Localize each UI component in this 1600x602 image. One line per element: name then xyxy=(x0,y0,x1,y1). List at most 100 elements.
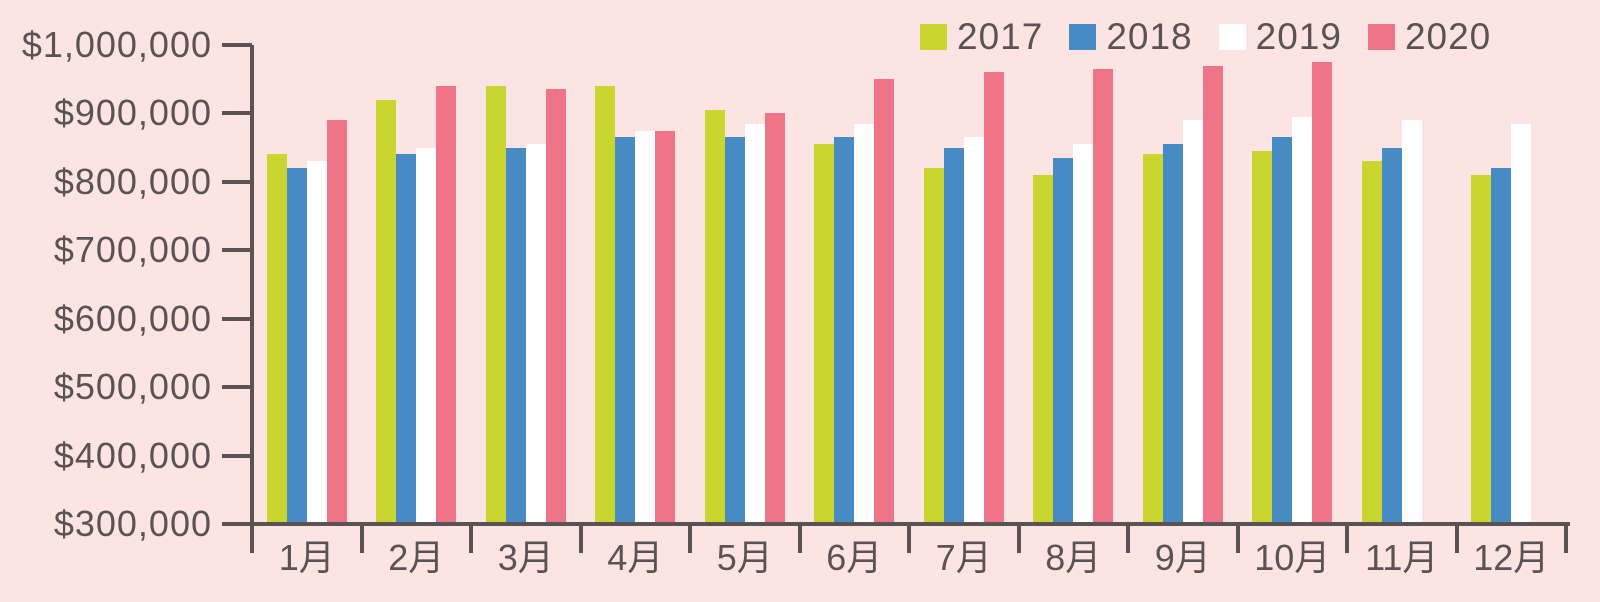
bar-2018-m6 xyxy=(834,137,855,522)
bar-2020-m10 xyxy=(1312,62,1333,522)
bar-2019-m3 xyxy=(525,144,546,522)
bar-2017-m1 xyxy=(266,154,287,522)
bar-2018-m4 xyxy=(615,137,636,522)
legend-label: 2020 xyxy=(1404,16,1492,57)
bar-2018-m1 xyxy=(286,168,307,522)
bar-2020-m9 xyxy=(1202,65,1223,522)
legend-item-2018: 2018 xyxy=(1069,18,1192,56)
x-category-label: 4月 xyxy=(607,537,664,578)
bar-2020-m8 xyxy=(1093,68,1114,522)
bar-2018-m11 xyxy=(1381,147,1402,522)
bar-2020-m6 xyxy=(874,79,895,522)
bar-2017-m12 xyxy=(1471,175,1492,522)
y-tick xyxy=(222,179,252,184)
legend-label: 2017 xyxy=(957,16,1044,57)
x-tick xyxy=(907,524,911,553)
bar-2017-m4 xyxy=(595,86,616,522)
x-tick xyxy=(797,524,802,553)
legend-swatch-icon xyxy=(1069,24,1097,50)
bar-2019-m8 xyxy=(1073,144,1094,522)
bar-2020-m5 xyxy=(764,113,785,522)
legend-swatch-icon xyxy=(920,24,947,50)
bar-2019-m12 xyxy=(1511,123,1532,522)
y-tick-label: $1,000,000 xyxy=(21,24,212,65)
x-category-label: 11月 xyxy=(1365,537,1439,578)
x-tick xyxy=(578,524,583,553)
x-tick xyxy=(688,524,692,553)
x-tick xyxy=(1016,524,1021,553)
x-category-label: 10月 xyxy=(1254,537,1331,578)
y-tick-label: $500,000 xyxy=(53,366,212,408)
bar-2018-m7 xyxy=(943,147,964,522)
y-tick xyxy=(222,385,252,390)
bar-2020-m2 xyxy=(436,86,457,522)
bar-2019-m5 xyxy=(744,123,765,522)
x-category-label: 1月 xyxy=(278,537,335,578)
y-tick xyxy=(222,111,252,116)
bar-2017-m9 xyxy=(1142,154,1163,522)
x-tick xyxy=(359,524,364,553)
x-tick xyxy=(1345,524,1349,553)
legend-swatch-icon xyxy=(1218,24,1246,50)
bar-2019-m6 xyxy=(854,123,875,522)
bar-2019-m2 xyxy=(416,147,437,522)
bar-2019-m11 xyxy=(1401,120,1422,522)
y-tick xyxy=(222,453,252,458)
x-category-label: 5月 xyxy=(716,537,773,578)
y-tick-label: $800,000 xyxy=(53,160,212,202)
y-tick xyxy=(222,316,252,321)
x-category-label: 9月 xyxy=(1154,537,1211,578)
y-tick xyxy=(222,43,252,47)
bar-2019-m4 xyxy=(635,130,656,522)
x-category-label: 8月 xyxy=(1045,537,1102,578)
y-tick-label: $400,000 xyxy=(53,434,212,476)
y-tick xyxy=(222,248,252,253)
bar-2020-m7 xyxy=(983,72,1004,522)
bar-2017-m7 xyxy=(923,168,944,522)
bar-2020-m4 xyxy=(655,130,676,522)
bar-2020-m1 xyxy=(326,120,347,522)
bar-2017-m11 xyxy=(1361,161,1382,522)
bar-2018-m8 xyxy=(1053,157,1074,522)
x-category-label: 7月 xyxy=(935,537,992,578)
x-category-label: 2月 xyxy=(388,537,445,578)
bar-2019-m10 xyxy=(1292,116,1313,522)
y-tick-label: $600,000 xyxy=(53,297,212,339)
bar-2020-m3 xyxy=(545,89,566,522)
bar-2018-m12 xyxy=(1491,168,1512,522)
bar-2018-m9 xyxy=(1162,144,1183,522)
x-tick xyxy=(1454,524,1459,553)
y-axis-line xyxy=(250,45,254,553)
y-tick-label: $300,000 xyxy=(53,503,212,544)
x-axis-line xyxy=(222,522,1570,526)
legend-label: 2019 xyxy=(1255,16,1342,57)
legend-item-2020: 2020 xyxy=(1367,16,1492,57)
bar-2017-m10 xyxy=(1252,151,1273,522)
bar-2019-m7 xyxy=(963,137,984,522)
bar-2019-m1 xyxy=(306,161,327,522)
legend-item-2017: 2017 xyxy=(920,18,1043,56)
x-tick xyxy=(1126,524,1130,553)
x-category-label: 3月 xyxy=(497,537,554,578)
bar-2018-m10 xyxy=(1272,137,1293,522)
bar-2018-m2 xyxy=(396,154,417,522)
bar-2017-m5 xyxy=(704,110,725,522)
y-tick-label: $700,000 xyxy=(53,229,212,271)
chart-legend: 2017 2018 2019 2020 xyxy=(920,18,1491,56)
legend-swatch-icon xyxy=(1367,24,1395,50)
bar-2018-m5 xyxy=(724,137,745,522)
legend-label: 2018 xyxy=(1106,16,1193,57)
legend-item-2019: 2019 xyxy=(1218,16,1342,57)
bar-2017-m8 xyxy=(1033,175,1054,522)
x-tick xyxy=(469,524,473,553)
y-tick-label: $900,000 xyxy=(53,92,212,134)
x-tick xyxy=(1564,524,1568,553)
bar-2017-m3 xyxy=(485,86,506,522)
x-category-label: 12月 xyxy=(1473,537,1550,578)
bar-2018-m3 xyxy=(505,147,526,522)
x-tick xyxy=(1235,524,1240,553)
x-category-label: 6月 xyxy=(826,537,883,578)
bar-2017-m2 xyxy=(376,99,397,522)
bar-2017-m6 xyxy=(814,144,835,522)
